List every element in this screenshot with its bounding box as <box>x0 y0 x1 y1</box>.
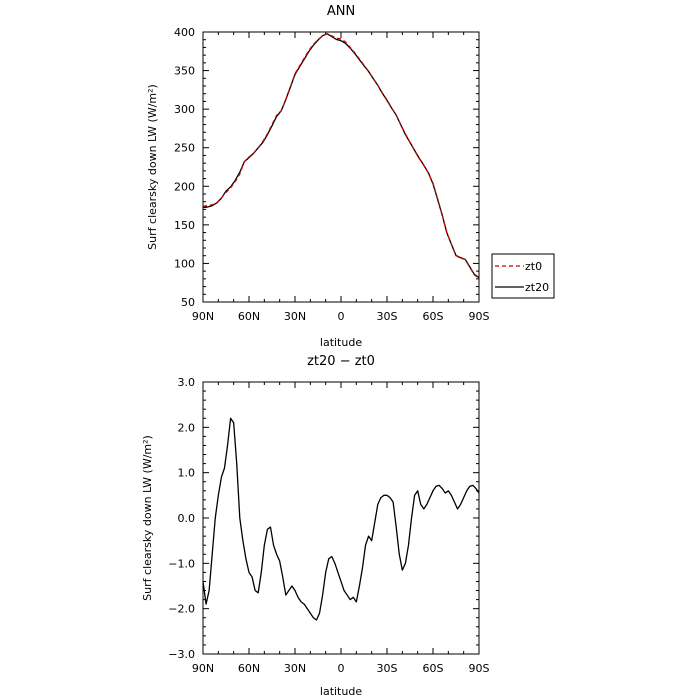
bottom-ticks: 90N 60N 30N 0 30S 60S 90S −3.0 −2.0 −1.0 0.0 1.0 2.0… <box>168 376 489 675</box>
top-y-tick-label: 200 <box>174 180 195 193</box>
legend-label-zt0: zt0 <box>525 260 542 273</box>
bottom-series <box>202 417 480 621</box>
top-y-tick-label: 50 <box>181 296 195 309</box>
top-x-tick-label: 60S <box>423 310 444 323</box>
top-x-tick-label: 60N <box>238 310 260 323</box>
bottom-series-line-0 <box>202 417 480 621</box>
top-x-tick-label: 30S <box>377 310 398 323</box>
bottom-ylabel: Surf clearsky down LW (W/m²) <box>141 435 154 601</box>
bottom-x-tick-label: 0 <box>338 662 345 675</box>
top-ylabel: Surf clearsky down LW (W/m²) <box>146 84 159 250</box>
top-chart-title: ANN <box>327 4 355 19</box>
top-plot-frame <box>202 31 480 303</box>
bottom-x-tick-label: 60S <box>423 662 444 675</box>
top-series-line-zt20 <box>202 33 480 279</box>
bottom-x-tick-label: 60N <box>238 662 260 675</box>
top-y-tick-label: 150 <box>174 219 195 232</box>
bottom-x-tick-label: 90S <box>469 662 490 675</box>
top-ticks: 90N 60N 30N 0 30S 60S 90S 50 100 150 200 250 300 350 4… <box>174 26 490 323</box>
top-xlabel: latitude <box>320 336 362 349</box>
top-y-tick-label: 100 <box>174 257 195 270</box>
top-x-tick-label: 0 <box>338 310 345 323</box>
bottom-x-tick-label: 30N <box>284 662 306 675</box>
top-x-tick-label: 30N <box>284 310 306 323</box>
top-y-tick-label: 400 <box>174 26 195 39</box>
top-series <box>202 32 480 279</box>
bottom-y-tick-label: 2.0 <box>178 421 196 434</box>
bottom-xlabel: latitude <box>320 685 362 698</box>
bottom-chart-title: zt20 − zt0 <box>307 354 375 369</box>
legend-label-zt20: zt20 <box>525 281 549 294</box>
bottom-y-tick-label: 1.0 <box>178 467 196 480</box>
bottom-x-tick-label: 30S <box>377 662 398 675</box>
bottom-y-tick-label: −1.0 <box>168 557 195 570</box>
top-y-tick-label: 300 <box>174 103 195 116</box>
top-series-line-zt0 <box>202 32 480 279</box>
legend-box <box>491 253 555 299</box>
bottom-y-tick-label: −2.0 <box>168 603 195 616</box>
bottom-y-tick-label: 3.0 <box>178 376 196 389</box>
top-y-tick-label: 250 <box>174 142 195 155</box>
legend: zt0 zt20 <box>491 253 555 299</box>
bottom-y-tick-label: 0.0 <box>178 512 196 525</box>
bottom-x-tick-label: 90N <box>192 662 214 675</box>
panel-bottom: zt20 − zt0 90N 60N 30N 0 30S 60S 90S −3.0 −2.0 −1… <box>141 354 490 698</box>
top-x-tick-label: 90S <box>469 310 490 323</box>
bottom-y-tick-label: −3.0 <box>168 648 195 661</box>
top-y-tick-label: 350 <box>174 65 195 78</box>
top-x-tick-label: 90N <box>192 310 214 323</box>
panel-top: ANN 90N 60N 30N 0 30S 60S 90S 50 100 150 200 250 300… <box>146 4 555 349</box>
bottom-plot-frame <box>202 381 480 655</box>
